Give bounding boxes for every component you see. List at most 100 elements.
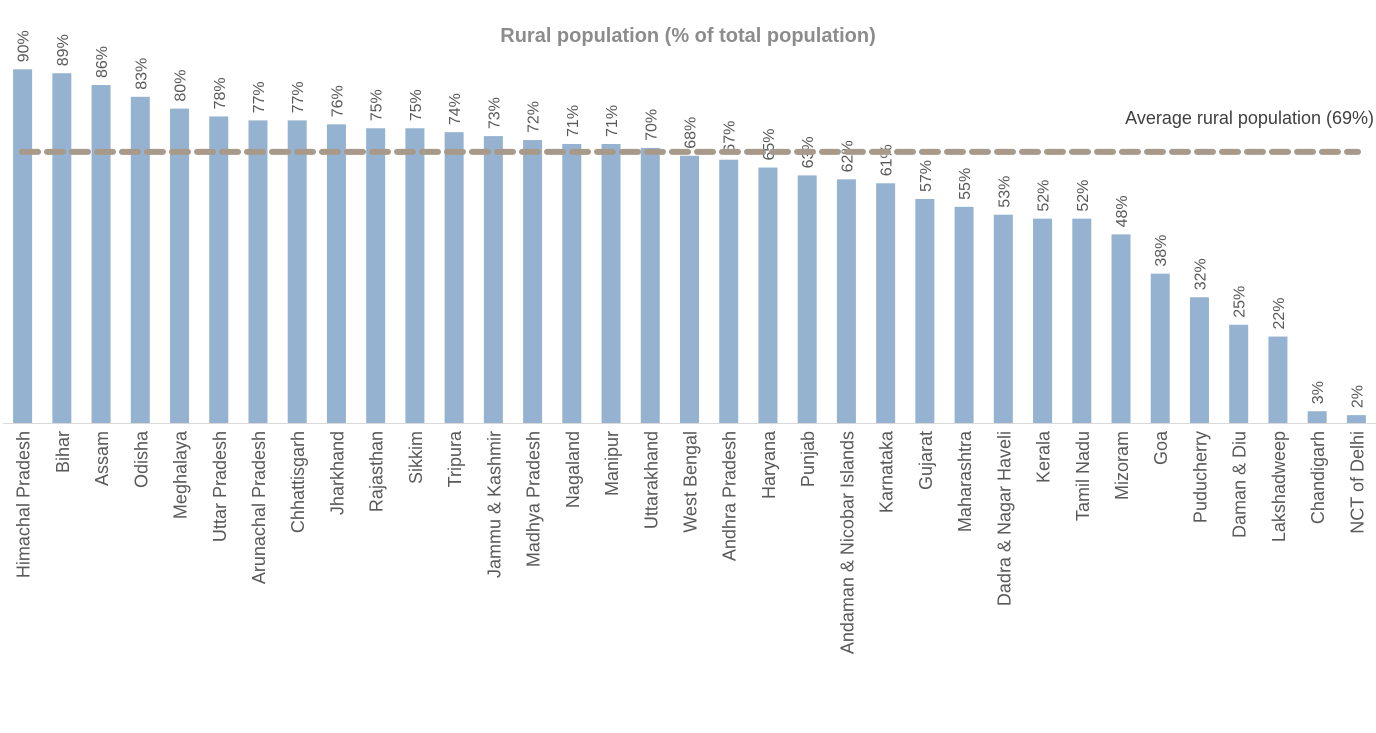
value-label: 32% [1192, 258, 1209, 290]
category-label: Tripura [445, 430, 465, 487]
category-label: Gujarat [916, 431, 936, 490]
bar [836, 179, 856, 423]
category-label: Haryana [759, 430, 779, 499]
value-label: 71% [604, 105, 621, 137]
category-label: Rajasthan [367, 431, 387, 512]
category-label: Himachal Pradesh [14, 431, 34, 578]
bar [1150, 273, 1170, 423]
bar [562, 143, 582, 423]
value-label: 22% [1271, 298, 1288, 330]
bar [1189, 297, 1209, 423]
bars-group [13, 69, 1366, 424]
value-label: 67% [722, 121, 739, 153]
value-labels-group: 90% 89% 86% 83% 80% 78% 77% 77% 76% 75% 75% 74% 73% 7… [16, 30, 1367, 408]
bar [758, 167, 778, 423]
value-label: 52% [1075, 180, 1092, 212]
chart-title: Rural population (% of total population) [500, 25, 876, 47]
category-label: Tamil Nadu [1073, 431, 1093, 521]
category-label: Chhattisgarh [288, 431, 308, 533]
category-labels-group: Himachal Pradesh Bihar Assam Odisha Meghalay… [14, 430, 1368, 654]
category-label: Jharkhand [327, 431, 347, 515]
category-label: Sikkim [406, 431, 426, 484]
bar [52, 73, 72, 423]
value-label: 62% [839, 140, 856, 172]
value-label: 80% [173, 70, 190, 102]
value-label: 90% [16, 30, 33, 62]
value-label: 77% [251, 81, 268, 113]
category-label: Daman & Diu [1230, 431, 1250, 538]
bar [483, 136, 503, 424]
bar [91, 85, 111, 424]
bar [1307, 411, 1327, 423]
bar [797, 175, 817, 423]
value-label: 83% [133, 58, 150, 90]
bar [1033, 218, 1053, 423]
category-label: Bihar [53, 431, 73, 473]
value-label: 89% [55, 34, 72, 66]
value-label: 75% [408, 89, 425, 121]
category-label: NCT of Delhi [1347, 431, 1367, 534]
category-label: Goa [1151, 430, 1171, 465]
value-label: 57% [918, 160, 935, 192]
category-label: Puducherry [1190, 431, 1210, 523]
category-label: Manipur [602, 431, 622, 496]
bar [13, 69, 33, 424]
category-label: Madhya Pradesh [524, 431, 544, 567]
bar [993, 214, 1013, 423]
value-label: 75% [369, 89, 386, 121]
bar [1268, 336, 1288, 423]
value-label: 55% [957, 168, 974, 200]
value-label: 71% [565, 105, 582, 137]
category-label: Uttarakhand [641, 431, 661, 529]
bar [1229, 324, 1249, 423]
category-label: Andaman & Nicobar Islands [837, 431, 857, 654]
bar [915, 198, 935, 423]
value-label: 72% [526, 101, 543, 133]
bar [1111, 234, 1131, 423]
value-label: 68% [683, 117, 700, 149]
category-label: Andhra Pradesh [720, 431, 740, 561]
bar [719, 159, 739, 423]
category-label: Assam [92, 431, 112, 486]
value-label: 48% [1114, 195, 1131, 227]
category-label: Odisha [131, 430, 151, 488]
category-label: Nagaland [563, 431, 583, 508]
value-label: 25% [1232, 286, 1249, 318]
value-label: 86% [94, 46, 111, 78]
category-label: Maharashtra [955, 430, 975, 532]
bar [1346, 415, 1366, 423]
category-label: Mizoram [1112, 431, 1132, 500]
bar [366, 128, 386, 423]
bar [444, 132, 464, 423]
value-label: 77% [290, 81, 307, 113]
value-label: 76% [329, 85, 346, 117]
bar [640, 147, 660, 423]
value-label: 52% [1036, 180, 1053, 212]
bar [326, 124, 346, 423]
value-label: 70% [643, 109, 660, 141]
value-label: 2% [1349, 385, 1366, 408]
category-label: Chandigarh [1308, 431, 1328, 524]
value-label: 74% [447, 93, 464, 125]
bar [287, 120, 307, 423]
category-label: Kerala [1034, 430, 1054, 483]
value-label: 53% [996, 176, 1013, 208]
bar [1072, 218, 1092, 423]
bar [209, 116, 229, 424]
bar [523, 140, 543, 424]
bar [601, 143, 621, 423]
value-label: 73% [486, 97, 503, 129]
category-label: West Bengal [681, 431, 701, 533]
value-label: 38% [1153, 235, 1170, 267]
bar [248, 120, 268, 423]
category-label: Meghalaya [171, 430, 191, 519]
average-reference-label: Average rural population (69%) [1125, 108, 1374, 128]
category-label: Jammu & Kashmir [484, 431, 504, 578]
category-label: Arunachal Pradesh [249, 431, 269, 584]
bar [954, 206, 974, 423]
bar [170, 108, 190, 423]
bar [405, 128, 425, 423]
category-label: Uttar Pradesh [210, 431, 230, 542]
category-label: Lakshadweep [1269, 431, 1289, 542]
